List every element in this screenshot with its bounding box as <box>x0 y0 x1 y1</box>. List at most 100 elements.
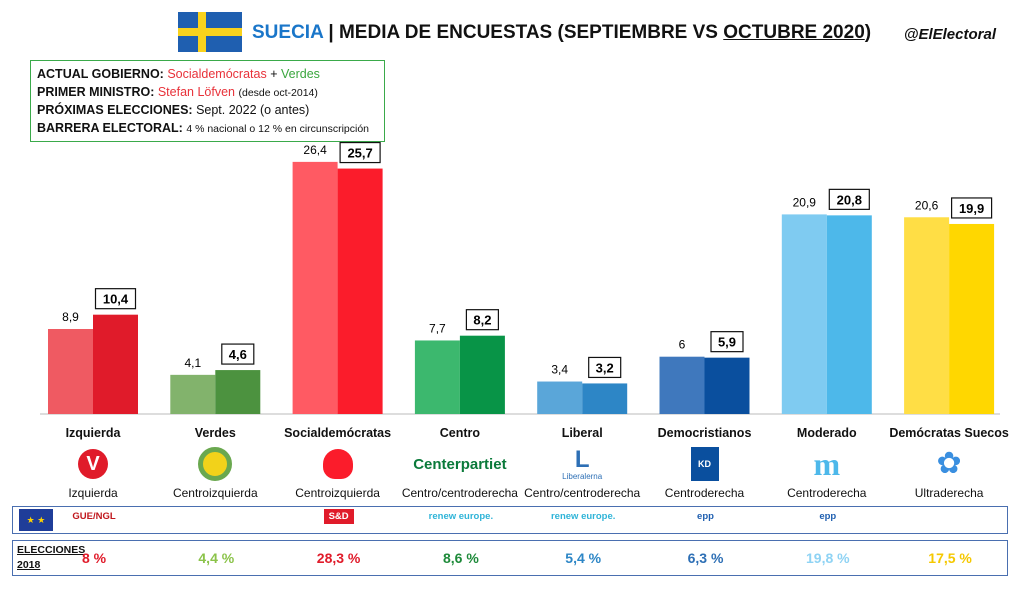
party-name: Liberal <box>561 426 603 440</box>
party-ideology: Centro/centroderecha <box>401 486 518 500</box>
value-label-sept: 20,6 <box>915 198 939 212</box>
eu-group-label: renew europe. <box>428 511 494 522</box>
eu-group-label: epp <box>697 511 714 522</box>
election-result: 6,3 % <box>687 550 724 566</box>
sweden-flag-icon <box>178 12 242 52</box>
bar-oct <box>949 223 995 414</box>
value-label-oct: 19,9 <box>959 201 984 216</box>
bar-chart: 8,9 10,4 4,1 4,6 26,4 25,7 7,7 8,2 3,4 3,2 6 5,9 20,… <box>40 141 1000 415</box>
value-box-oct <box>221 343 255 365</box>
value-box-oct <box>94 288 137 310</box>
eu-groups-row: ★ ★ GUE/NGL S&D renew europe. renew europe.… <box>12 506 1008 534</box>
title-prefix: MEDIA DE ENCUESTAS (SEPTIEMBRE VS <box>338 22 724 43</box>
election-result: 4,4 % <box>198 550 235 566</box>
pm-since: (desde oct-2014) <box>238 86 318 99</box>
party-name: Socialdemócratas <box>284 426 392 440</box>
party-ideology: Izquierda <box>68 486 118 500</box>
election-result: 28,3 % <box>316 550 361 566</box>
gov-plus: + <box>270 67 278 81</box>
election-results-row: ELECCIONES 2018 8 % 4,4 % 28,3 % 8,6 % 5,4 %… <box>12 540 1008 576</box>
title-suffix: ) <box>864 22 872 43</box>
page-title: SUECIA | MEDIA DE ENCUESTAS (SEPTIEMBRE … <box>252 22 871 44</box>
title-separator: | <box>328 22 334 43</box>
party-name: Izquierda <box>65 426 121 440</box>
value-label-sept: 3,4 <box>551 363 568 377</box>
election-result: 5,4 % <box>565 550 602 566</box>
value-label-oct: 25,7 <box>347 146 372 161</box>
value-label-sept: 4,1 <box>184 356 201 370</box>
election-result: 8 % <box>81 550 107 566</box>
value-box-oct <box>950 197 993 219</box>
eu-group-label: S&D <box>323 509 354 524</box>
gov-party-1: Socialdemócratas <box>167 67 267 81</box>
sunflower-icon <box>154 445 276 483</box>
party-ideology: Ultraderecha <box>914 486 984 500</box>
value-label-oct: 5,9 <box>718 335 736 350</box>
bar-sept <box>537 381 583 414</box>
eu-group-label: renew europe. <box>550 511 616 522</box>
info-box: ACTUAL GOBIERNO: Socialdemócratas + Verd… <box>30 60 385 142</box>
election-result: 8,6 % <box>442 550 479 566</box>
party-name: Moderado <box>796 426 857 440</box>
value-label-oct: 4,6 <box>229 347 247 362</box>
value-box-oct <box>465 309 499 331</box>
party-ideology: Centro/centroderecha <box>524 486 641 500</box>
party-name: Verdes <box>194 426 236 440</box>
value-label-sept: 6 <box>679 338 686 352</box>
value-label-oct: 3,2 <box>596 360 614 375</box>
bar-sept <box>414 340 460 414</box>
bar-sept <box>659 356 705 414</box>
bar-sept <box>170 374 216 414</box>
value-box-oct <box>828 188 870 210</box>
bar-oct <box>704 357 750 414</box>
party-name: Demócratas Suecos <box>889 426 1009 440</box>
eu-group-label: GUE/NGL <box>72 511 116 522</box>
party-ideology: Centroderecha <box>787 486 867 500</box>
value-box-oct <box>339 141 381 164</box>
results-label-1: ELECCIONES <box>17 544 86 556</box>
barrier-key: BARRERA ELECTORAL: <box>37 120 183 135</box>
gov-key: ACTUAL GOBIERNO: <box>37 67 164 81</box>
handle: @ElElectoral <box>903 26 996 43</box>
bar-oct <box>337 168 383 414</box>
bar-sept <box>48 329 93 414</box>
election-result: 17,5 % <box>928 550 972 566</box>
anemone-icon: ✿ <box>936 447 962 480</box>
results-label: ELECCIONES 2018 <box>17 543 85 573</box>
bar-oct <box>826 215 872 414</box>
next-elections-key: PRÓXIMAS ELECCIONES: <box>37 103 193 117</box>
election-result: 19,8 % <box>806 550 850 566</box>
value-label-sept: 20,9 <box>793 195 817 209</box>
bar-sept <box>781 214 827 414</box>
results-label-2: 2018 <box>17 559 41 571</box>
m-icon: m <box>813 446 841 482</box>
next-elections-value: Sept. 2022 (o antes) <box>196 103 310 117</box>
bar-oct <box>93 314 138 414</box>
bar-oct <box>582 383 628 414</box>
v-rose-icon: V <box>32 445 154 483</box>
l-icon: L Liberalerna <box>562 445 603 481</box>
rose-icon <box>277 445 399 483</box>
country-name: SUECIA <box>252 22 324 43</box>
value-label-oct: 20,8 <box>837 192 862 207</box>
barrier-value: 4 % nacional o 12 % en circunscripción <box>186 122 370 135</box>
party-name: Centro <box>439 426 481 440</box>
kd-icon: KD <box>644 445 766 483</box>
pm-key: PRIMER MINISTRO: <box>37 84 155 99</box>
value-label-sept: 26,4 <box>303 143 327 157</box>
gov-party-2: Verdes <box>280 67 320 81</box>
bar-oct <box>459 335 505 414</box>
eu-group-label: epp <box>819 511 837 522</box>
bar-oct <box>215 370 261 414</box>
value-label-oct: 10,4 <box>103 292 129 307</box>
value-box-oct <box>588 356 622 379</box>
value-label-oct: 8,2 <box>473 313 491 328</box>
value-box-oct <box>710 331 744 353</box>
eu-flag-icon: ★ ★ <box>19 509 53 531</box>
party-ideology: Centroizquierda <box>172 486 258 500</box>
party-ideology: Centroderecha <box>664 486 745 500</box>
value-label-sept: 7,7 <box>429 321 446 335</box>
party-name: Democristianos <box>657 426 752 440</box>
value-label-sept: 8,9 <box>62 310 79 324</box>
pm-name: Stefan Löfven <box>157 84 235 99</box>
